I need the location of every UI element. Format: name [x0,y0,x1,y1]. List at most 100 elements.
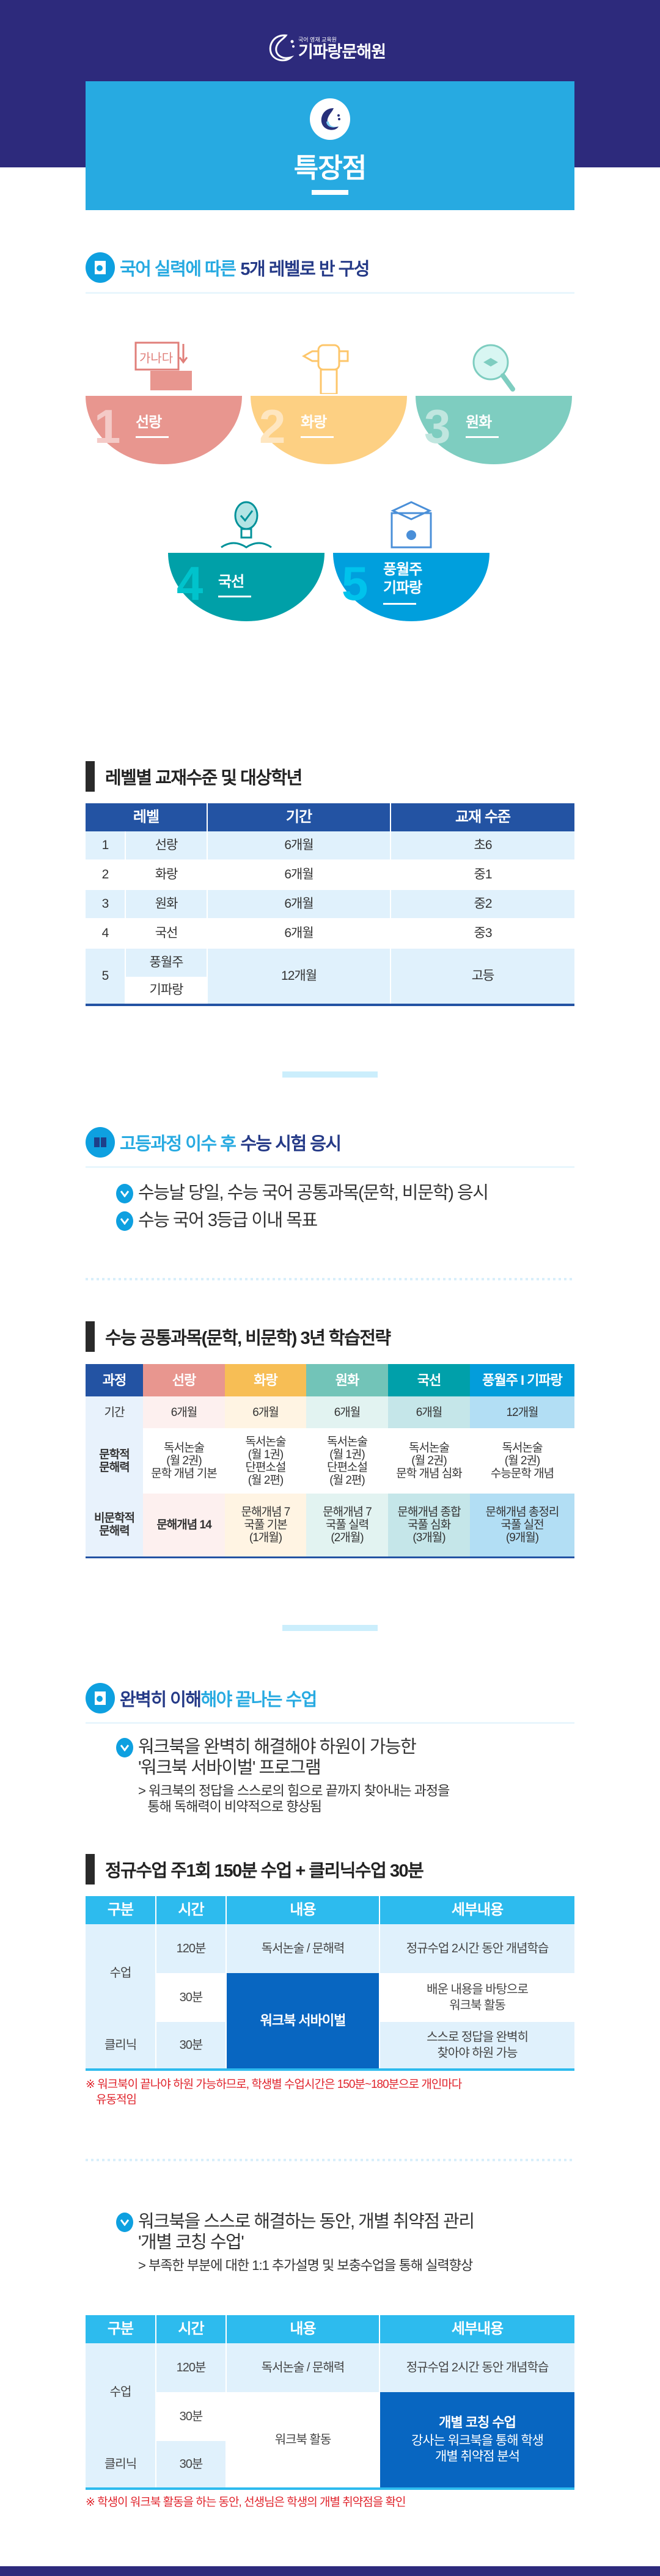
workbook-description: 워크북을 완벽히 해결해야 하원이 가능한 '워크북 서바이벌' 프로그램 > … [116,1737,450,1815]
document-chart-icon [86,252,115,283]
level-card-4[interactable]: 4 국선 [168,553,324,621]
level-label-2: 기파랑 [383,580,422,596]
sub-description: > 워크북의 정답을 스스로의 힘으로 끝까지 찾아내는 과정을 통해 독해력이… [138,1783,450,1814]
table3-title: 수능 공통과목(문학, 비문학) 3년 학습전략 [86,1321,391,1352]
wave-emblem-icon [310,98,350,140]
cell: 문해개념 7 국풀 기본 (1개월) [225,1494,306,1557]
section-title-part2: 해야 끝나는 수업 [200,1690,317,1710]
level-card-1[interactable]: 1 선랑 [86,396,242,464]
cell: 원화 [125,890,208,918]
level-label: 국선 [218,574,244,590]
logo-subtitle: 국어 영재 교육원 [298,36,337,43]
cell: 풍월주 [125,949,208,977]
cell: 수업 [86,1924,156,2022]
level-label: 원화 [466,414,492,431]
cell: 중1 [474,867,493,881]
cell: 1 [86,831,126,859]
label-underline [383,603,416,605]
column-header: 레벨 [86,803,208,831]
row-label: 기간 [86,1396,143,1428]
book-icon [86,1127,115,1158]
section-separator [282,1625,378,1631]
list-item: 워크북을 스스로 해결하는 동안, 개별 취약점 관리 '개별 코칭 수업' [116,2211,475,2253]
page-title: 특장점 [293,153,367,183]
footer-band [0,2566,660,2576]
logo-wave-icon [269,34,295,62]
cell: 화랑 [125,859,208,890]
check-icon [116,2213,133,2232]
cell: 독서논술 (월 1권) 단편소설 (월 2편) [306,1428,388,1494]
cell: 클리닉 [86,2022,156,2070]
sub-description: > 부족한 부분에 대한 1:1 추가설명 및 보충수업을 통해 실력향상 [138,2258,473,2273]
level-number: 4 [177,556,204,610]
cell: 정규수업 2시간 동안 개념학습 [380,2343,574,2392]
highlight-cell: 워크북 서바이벌 [226,1973,380,2070]
cell: 독서논술 / 문해력 [226,2343,380,2392]
magnifier-graduation-cap-icon [463,339,524,394]
column-header: 시간 [156,1896,227,1924]
level-number: 2 [259,400,286,453]
table-row: 클리닉 30분 스스로 정답을 완벽히 찾아야 하원 가능 [86,2022,574,2070]
cell: 12개월 [470,1396,574,1428]
coaching-description: 워크북을 스스로 해결하는 동안, 개별 취약점 관리 '개별 코칭 수업' >… [116,2211,475,2274]
check-icon [116,1211,133,1231]
cell: 문해개념 7 국풀 실력 (2개월) [306,1494,388,1557]
check-icon [116,1184,133,1203]
cell: 정규수업 2시간 동안 개념학습 [380,1924,574,1973]
section-title-part1: 국어 실력에 따른 [120,260,237,279]
section-title-workbook: 완벽히 이해 해야 끝나는 수업 [86,1683,317,1713]
cell: 120분 [156,1924,227,1973]
cell: 3 [86,890,126,918]
table-row: 3 원화 6개월 중2 [86,890,575,918]
level-card-3[interactable]: 3 원화 [416,396,572,464]
column-header: 구분 [86,1896,156,1924]
cell: 독서논술 (월 2권) 문학 개념 기본 [143,1428,225,1494]
table-row: 4 국선 6개월 중3 [86,918,575,949]
table-row: 30분 워크북 서바이벌 배운 내용을 바탕으로 워크북 활동 [86,1973,574,2070]
cell: 문해개념 14 [143,1494,225,1557]
cell: 30분 [156,2441,227,2489]
column-header: 세부내용 [380,2315,574,2343]
bullet-list: 수능날 당일, 수능 국어 공통과목(문학, 비문학) 응시 수능 국어 3등급… [116,1183,489,1231]
list-item-text: 수능날 당일, 수능 국어 공통과목(문학, 비문학) 응시 [138,1183,489,1203]
document-chart-icon [86,1683,115,1713]
row-label: 비문학적 문해력 [86,1494,143,1557]
cell: 6개월 [207,890,392,918]
table1-title: 레벨별 교재수준 및 대상학년 [86,761,302,792]
title-underline [312,190,348,195]
logo[interactable]: 국어 영재 교육원 기파랑문해원 [268,32,396,64]
row-label: 문학적 문해력 [86,1428,143,1494]
strategy-table: 과정 선랑 화랑 원화 국선 풍월주 I 기파랑 기간 6개월 6개월 6개월 6개월 12개월 문학… [86,1364,574,1558]
section-separator [282,1071,378,1078]
label-underline [218,596,251,597]
highlight-title: 개별 코칭 수업 [439,2415,516,2430]
cell: 문해개념 종합 국풀 심화 (3개월) [388,1494,470,1557]
svg-text:가나다: 가나다 [139,351,173,365]
cell: 4 [86,918,126,949]
graduation-certificate-icon [381,495,442,550]
cell: 독서논술 (월 2권) 문학 개념 심화 [388,1428,470,1494]
cell: 5 [86,949,126,1005]
column-header: 화랑 [225,1364,306,1396]
table-row: 5 풍월주 12개월 고등 [86,949,575,1005]
column-header: 선랑 [143,1364,225,1396]
cell: 12개월 [207,949,392,1005]
note-text: ※ 학생이 워크북 활동을 하는 동안, 선생님은 학생의 개별 취약점을 확인 [86,2496,406,2509]
level-label: 선랑 [136,414,162,431]
highlight-text: 강사는 워크북을 통해 학생 개별 취약점 분석 [411,2434,544,2464]
section-title-part2: 수능 시험 응시 [240,1134,342,1154]
lightbulb-book-icon [216,495,277,550]
level-number: 5 [342,556,369,610]
level-card-5[interactable]: 5 풍월주 기파랑 [333,553,490,621]
level-card-2[interactable]: 2 화랑 [251,396,407,464]
column-header: 구분 [86,2315,156,2343]
divider [86,292,574,294]
list-item-text: 워크북을 완벽히 해결해야 하원이 가능한 '워크북 서바이벌' 프로그램 [138,1737,417,1778]
section-title-levels: 국어 실력에 따른 5개 레벨로 반 구성 [86,252,370,283]
column-header: 내용 [226,1896,380,1924]
cell: 30분 [156,2022,227,2070]
column-header: 기간 [207,803,392,831]
logo-title: 기파랑문해원 [298,42,386,61]
cell: 30분 [156,1973,227,2022]
